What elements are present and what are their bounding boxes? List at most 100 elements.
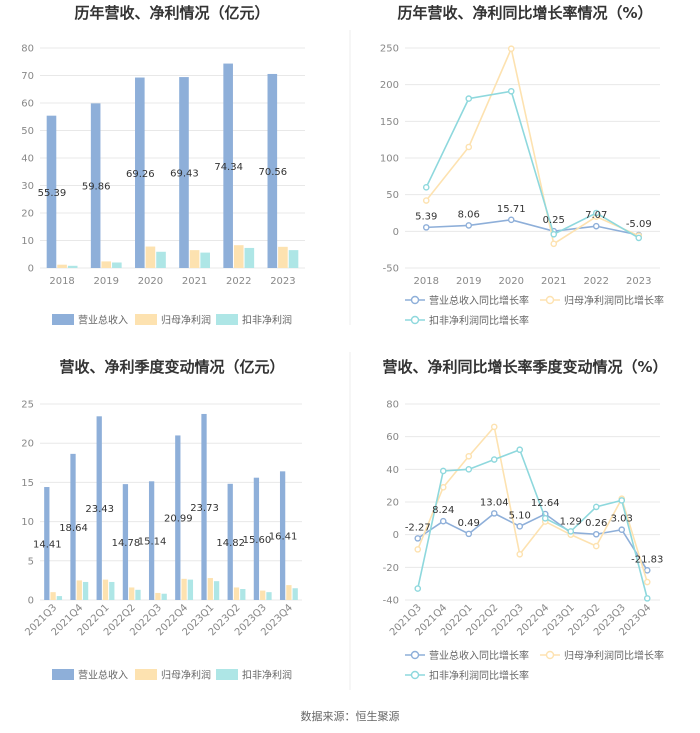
bar	[56, 596, 63, 600]
legend-label: 营业总收入同比增长率	[429, 649, 529, 662]
data-label: 20.99	[164, 514, 193, 525]
data-point	[592, 542, 600, 550]
bar	[200, 252, 210, 268]
bar	[201, 413, 207, 600]
y-tick-label: 70	[21, 71, 34, 82]
data-label: -21.83	[631, 554, 663, 565]
legend-swatch	[52, 669, 74, 680]
bar	[260, 590, 266, 600]
data-label: 69.26	[126, 169, 155, 180]
legend-label: 扣非净利润	[242, 314, 292, 327]
data-point	[465, 222, 473, 229]
bar	[156, 251, 166, 268]
y-tick-label: 30	[21, 181, 34, 192]
data-point	[507, 87, 515, 95]
data-label: 0.26	[585, 518, 607, 529]
legend-label: 扣非净利润同比增长率	[429, 669, 529, 682]
bar	[207, 578, 213, 600]
bar	[101, 261, 112, 268]
x-tick-label: 2023	[270, 276, 295, 287]
data-point	[618, 497, 626, 504]
data-point	[516, 446, 524, 454]
legend-label: 营业总收入	[78, 314, 128, 327]
legend-marker	[410, 315, 420, 325]
x-tick-label: 2020	[499, 276, 524, 287]
y-tick-label: -50	[383, 264, 399, 275]
bar	[50, 592, 56, 600]
data-point	[414, 585, 422, 592]
legend-marker	[545, 295, 555, 305]
data-point	[465, 143, 473, 151]
data-point	[465, 452, 473, 460]
data-label: 15.71	[497, 204, 526, 215]
bar	[240, 589, 246, 600]
bar	[233, 587, 240, 600]
bar	[244, 247, 255, 268]
data-point	[635, 234, 643, 242]
y-tick-label: 60	[386, 432, 399, 443]
data-point	[507, 45, 515, 53]
y-tick-label: -20	[383, 563, 399, 574]
data-point	[643, 567, 651, 574]
data-point	[422, 184, 430, 191]
data-label: 0.25	[543, 215, 565, 226]
y-tick-label: 80	[21, 44, 34, 55]
bar	[267, 73, 278, 269]
data-point	[592, 209, 600, 217]
series-line	[426, 218, 639, 236]
legend-label: 扣非净利润	[242, 669, 292, 682]
y-tick-label: 0	[28, 596, 34, 607]
x-tick-label: 2019	[456, 276, 481, 287]
data-label: 15.60	[243, 535, 272, 546]
y-tick-label: 250	[380, 44, 399, 55]
data-label: 59.86	[82, 182, 111, 193]
y-tick-label: 60	[21, 99, 34, 110]
y-tick-label: 50	[386, 190, 399, 201]
bar	[76, 580, 82, 600]
series-line	[425, 90, 640, 239]
data-label: 14.82	[216, 538, 245, 549]
data-point	[592, 530, 600, 538]
data-label: 1.29	[560, 517, 582, 528]
legend-swatch	[52, 314, 74, 325]
y-tick-label: -40	[383, 596, 399, 607]
data-label: 23.43	[85, 504, 114, 515]
x-tick-label: 2022	[584, 276, 609, 287]
bar	[122, 484, 129, 600]
y-tick-label: 10	[21, 236, 34, 247]
bar	[135, 77, 145, 268]
legend-marker	[410, 650, 420, 660]
legend-swatch	[135, 669, 157, 680]
y-tick-label: 40	[386, 465, 399, 476]
chart-title: 历年营收、净利情况（亿元）	[74, 4, 269, 22]
data-label: 74.34	[214, 162, 243, 173]
legend-label: 归母净利润同比增长率	[564, 649, 664, 662]
data-point	[422, 197, 430, 204]
data-label: 14.78	[112, 538, 141, 549]
data-label: 3.03	[611, 514, 633, 525]
data-label: 12.64	[531, 498, 560, 509]
bar	[90, 103, 101, 268]
data-source-footer: 数据来源：恒生聚源	[301, 709, 400, 723]
legend-marker	[410, 295, 420, 305]
data-label: 8.24	[432, 505, 454, 516]
y-tick-label: 80	[386, 400, 399, 411]
data-point	[592, 222, 600, 230]
quarterly-revenue-profit-bar-chart: 营收、净利季度变动情况（亿元） 05101520252021Q32021Q420…	[21, 358, 302, 682]
data-point	[439, 517, 447, 525]
bar	[189, 250, 200, 268]
bar	[223, 63, 233, 268]
bar	[279, 471, 286, 600]
annual-growth-rate-line-chart: 历年营收、净利同比增长率情况（%） -50 0 50 100 150 200 250 2018…	[380, 4, 664, 327]
x-tick-label: 2021	[182, 276, 207, 287]
data-point	[465, 466, 473, 473]
bar	[57, 264, 67, 268]
bar	[96, 416, 102, 600]
y-tick-label: 5	[28, 556, 34, 567]
data-label: 5.39	[415, 211, 437, 222]
bar	[135, 589, 141, 600]
y-tick-label: 25	[21, 400, 34, 411]
bar	[70, 453, 76, 600]
bar	[288, 250, 299, 268]
y-tick-label: 20	[21, 439, 34, 450]
